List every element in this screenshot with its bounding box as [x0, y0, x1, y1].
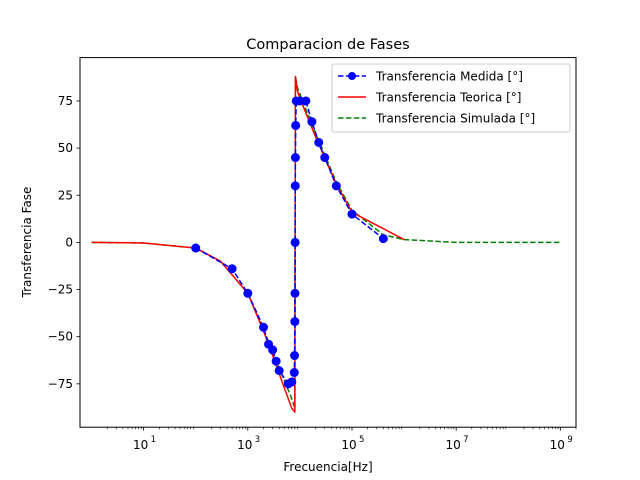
y-tick-label: 25: [58, 188, 73, 202]
x-tick-exponent: 5: [359, 435, 364, 445]
y-tick-label: −75: [48, 377, 73, 391]
data-point: [227, 264, 237, 274]
data-point: [274, 366, 284, 376]
y-tick-label: 50: [58, 141, 73, 155]
x-tick-label: 10: [237, 438, 252, 452]
data-point: [290, 288, 300, 298]
x-tick-label: 10: [133, 438, 148, 452]
data-point: [301, 96, 311, 106]
y-axis-label: Transferencia Fase: [20, 187, 34, 299]
legend-label-1: Transferencia Teorica [°]: [375, 91, 522, 105]
legend-label-0: Transferencia Medida [°]: [375, 70, 523, 84]
data-point: [290, 317, 300, 327]
data-point: [290, 181, 300, 191]
data-point: [307, 117, 317, 127]
data-point: [290, 153, 300, 163]
data-point: [268, 345, 278, 355]
data-point: [378, 234, 388, 244]
data-point: [290, 351, 300, 361]
plot-frame: [79, 57, 577, 428]
x-tick-label: 10: [550, 438, 565, 452]
x-axis-label: Frecuencia[Hz]: [283, 460, 372, 474]
y-tick-label: 75: [58, 94, 73, 108]
x-tick-exponent: 1: [151, 435, 156, 445]
data-point: [258, 322, 268, 332]
data-point: [289, 368, 299, 378]
data-point: [320, 153, 330, 163]
chart-title: Comparacion de Fases: [246, 37, 409, 53]
data-point: [191, 243, 201, 253]
data-point: [291, 120, 301, 130]
x-tick-label: 10: [341, 438, 356, 452]
legend-marker: [348, 72, 356, 80]
legend-label-2: Transferencia Simulada [°]: [375, 112, 535, 126]
x-tick-exponent: 7: [463, 435, 468, 445]
data-point: [290, 237, 300, 247]
data-point: [287, 377, 297, 387]
data-point: [271, 356, 281, 366]
x-tick-exponent: 9: [567, 435, 572, 445]
data-point: [314, 137, 324, 147]
y-tick-label: 0: [65, 235, 73, 249]
y-tick-label: −50: [48, 330, 73, 344]
x-tick-label: 10: [446, 438, 461, 452]
legend: Transferencia Medida [°] Transferencia Te…: [331, 63, 571, 133]
data-point: [331, 181, 341, 191]
x-tick-exponent: 3: [255, 435, 260, 445]
data-point: [347, 209, 357, 219]
y-tick-label: −25: [48, 283, 73, 297]
data-point: [243, 288, 253, 298]
legend-box: [331, 63, 571, 133]
